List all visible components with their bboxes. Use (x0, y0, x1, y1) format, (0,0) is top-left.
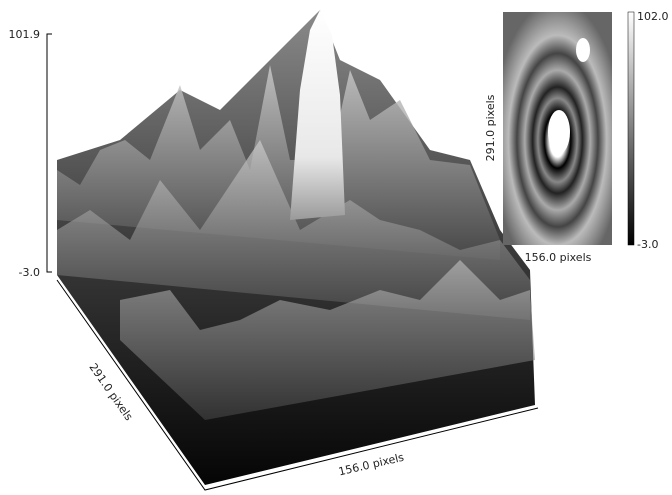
z-min-label: -3.0 (19, 266, 40, 279)
scale-max-label: 102.0 (637, 10, 669, 23)
thumb-x-label: 156.0 pixels (525, 251, 592, 264)
z-max-label: 101.9 (9, 28, 41, 41)
scale-min-label: -3.0 (637, 238, 658, 251)
surface (57, 10, 535, 485)
axes (46, 33, 539, 491)
thumbnail (503, 11, 635, 246)
thumb-y-label: 291.0 pixels (484, 94, 497, 161)
